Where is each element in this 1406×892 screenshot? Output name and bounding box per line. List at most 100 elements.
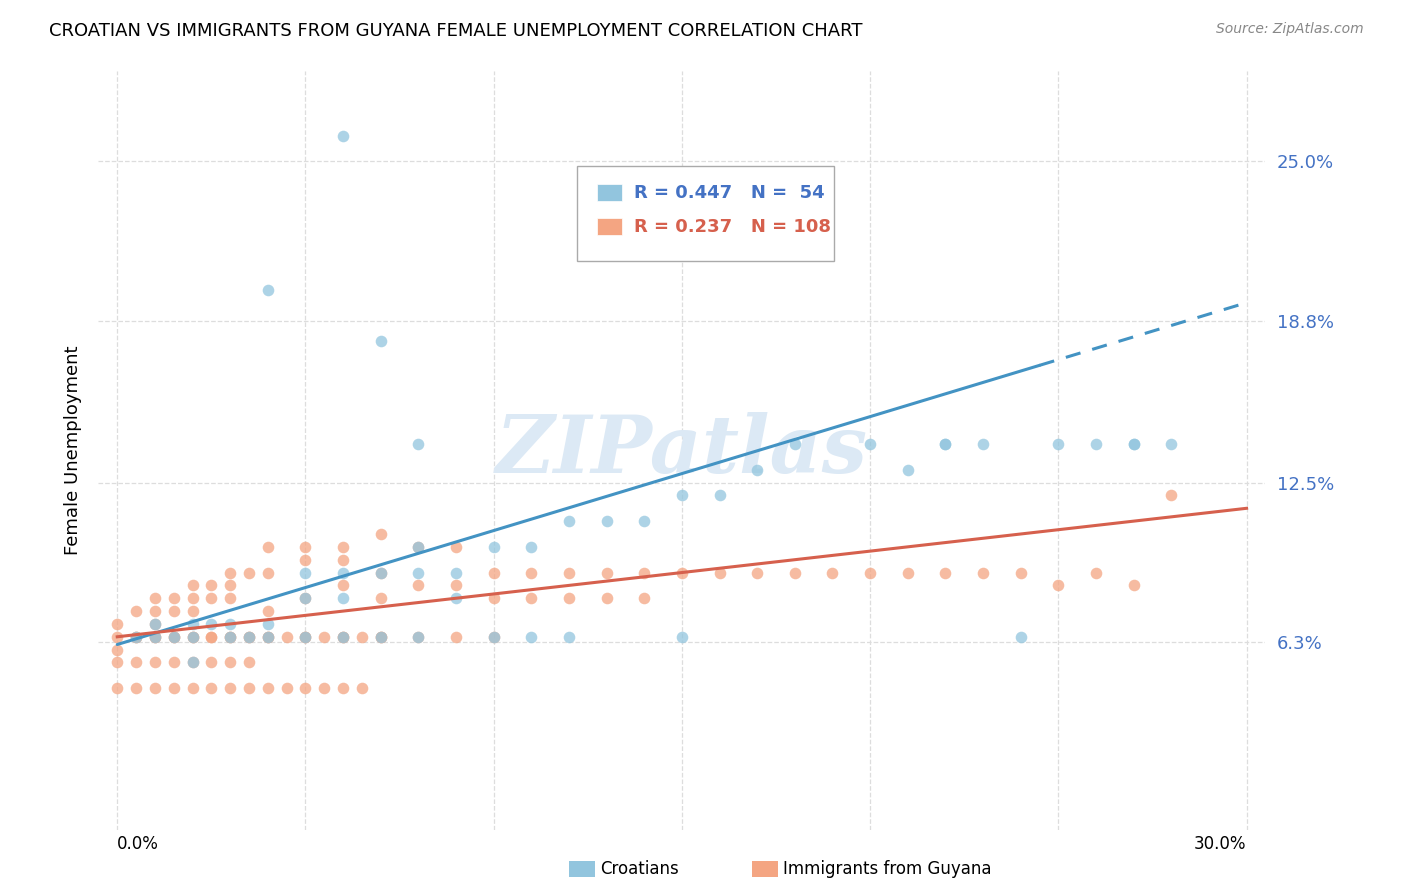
Point — [219, 630, 242, 644]
Point — [558, 630, 581, 644]
Point — [408, 437, 430, 451]
Point — [200, 591, 222, 606]
Point — [332, 630, 354, 644]
Point — [125, 630, 148, 644]
Point — [859, 566, 882, 580]
Point — [256, 630, 278, 644]
Text: Source: ZipAtlas.com: Source: ZipAtlas.com — [1216, 22, 1364, 37]
Point — [256, 630, 278, 644]
Point — [200, 578, 222, 592]
Point — [294, 552, 316, 566]
FancyBboxPatch shape — [596, 185, 623, 201]
Text: 30.0%: 30.0% — [1194, 835, 1247, 853]
Point — [219, 681, 242, 696]
Point — [897, 463, 920, 477]
Point — [370, 566, 392, 580]
Point — [238, 630, 260, 644]
Point — [125, 681, 148, 696]
Point — [143, 630, 166, 644]
Point — [294, 630, 316, 644]
Point — [256, 566, 278, 580]
Point — [294, 681, 316, 696]
Point — [1085, 566, 1108, 580]
Point — [709, 488, 731, 502]
Point — [558, 591, 581, 606]
Point — [370, 630, 392, 644]
Point — [181, 604, 204, 618]
Point — [105, 656, 128, 670]
Point — [256, 283, 278, 297]
Point — [163, 630, 186, 644]
Point — [972, 437, 994, 451]
Point — [520, 630, 543, 644]
Point — [200, 630, 222, 644]
Point — [125, 604, 148, 618]
Point — [314, 681, 336, 696]
Point — [200, 681, 222, 696]
Point — [1122, 437, 1144, 451]
Point — [181, 616, 204, 631]
Point — [294, 630, 316, 644]
Point — [444, 578, 467, 592]
Point — [332, 566, 354, 580]
Point — [633, 591, 655, 606]
Point — [859, 437, 882, 451]
Point — [332, 591, 354, 606]
Point — [709, 566, 731, 580]
Point — [181, 630, 204, 644]
Point — [821, 566, 844, 580]
Point — [444, 540, 467, 554]
Point — [256, 681, 278, 696]
Point — [163, 681, 186, 696]
Point — [370, 630, 392, 644]
Point — [105, 642, 128, 657]
Point — [595, 514, 617, 528]
Point — [1160, 437, 1182, 451]
Point — [125, 656, 148, 670]
Point — [444, 591, 467, 606]
Point — [370, 334, 392, 349]
Point — [181, 591, 204, 606]
Point — [163, 591, 186, 606]
Point — [520, 540, 543, 554]
Text: CROATIAN VS IMMIGRANTS FROM GUYANA FEMALE UNEMPLOYMENT CORRELATION CHART: CROATIAN VS IMMIGRANTS FROM GUYANA FEMAL… — [49, 22, 863, 40]
Point — [482, 591, 505, 606]
Point — [238, 630, 260, 644]
Point — [370, 630, 392, 644]
Point — [181, 656, 204, 670]
Point — [934, 437, 956, 451]
Point — [219, 656, 242, 670]
Point — [219, 566, 242, 580]
FancyBboxPatch shape — [576, 166, 834, 260]
Point — [350, 630, 373, 644]
Point — [163, 630, 186, 644]
Text: R = 0.447   N =  54: R = 0.447 N = 54 — [634, 184, 825, 202]
Point — [143, 616, 166, 631]
Point — [408, 630, 430, 644]
Point — [332, 630, 354, 644]
Point — [105, 681, 128, 696]
Point — [1047, 578, 1070, 592]
Point — [200, 656, 222, 670]
Point — [934, 437, 956, 451]
Point — [332, 128, 354, 143]
Point — [163, 656, 186, 670]
Text: 0.0%: 0.0% — [117, 835, 159, 853]
FancyBboxPatch shape — [596, 219, 623, 235]
Point — [747, 566, 769, 580]
Point — [105, 616, 128, 631]
Point — [143, 604, 166, 618]
Point — [1085, 437, 1108, 451]
Point — [238, 630, 260, 644]
Point — [294, 540, 316, 554]
Point — [558, 514, 581, 528]
Point — [370, 566, 392, 580]
Point — [671, 566, 693, 580]
Point — [276, 630, 298, 644]
Text: R = 0.237   N = 108: R = 0.237 N = 108 — [634, 218, 831, 235]
Point — [633, 514, 655, 528]
Point — [219, 591, 242, 606]
Point — [408, 566, 430, 580]
Point — [1010, 630, 1032, 644]
Point — [558, 566, 581, 580]
